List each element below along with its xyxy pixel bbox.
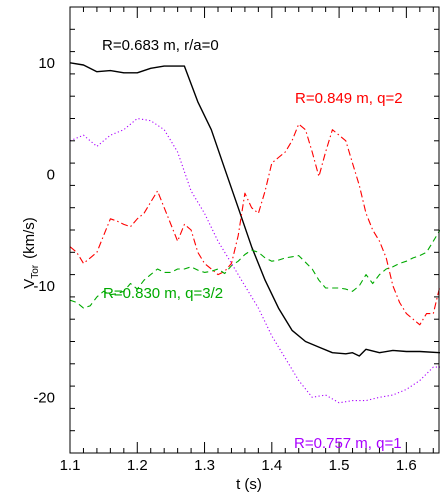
series-line-2: [70, 229, 440, 309]
ticks-layer: [69, 6, 439, 454]
y-axis-title-main: V: [21, 279, 38, 289]
x-tick-label: 1.1: [60, 457, 81, 474]
series-label-r0757: R=0.757 m, q=1: [294, 435, 402, 452]
labels-layer: 1.1 1.2 1.3 1.4 1.5 1.6 10 0 -10 -20: [33, 55, 416, 474]
plot-frame: [69, 6, 440, 454]
series-line-0: [70, 62, 440, 357]
series-layer: [70, 62, 440, 404]
y-axis-title-sub: Tor: [30, 264, 41, 279]
series-label-r0849: R=0.849 m, q=2: [295, 90, 403, 107]
x-tick-label: 1.5: [329, 457, 350, 474]
x-tick-label: 1.6: [396, 457, 417, 474]
y-axis-title: VTor (km/s): [21, 217, 41, 289]
y-tick-label: -20: [33, 389, 55, 406]
y-tick-label: 10: [38, 55, 55, 72]
x-tick-label: 1.2: [127, 457, 148, 474]
x-axis-title: t (s): [236, 476, 262, 493]
series-line-3: [70, 117, 440, 404]
y-tick-label: -10: [33, 278, 55, 295]
y-tick-label: 0: [47, 166, 55, 183]
series-label-r0683: R=0.683 m, r/a=0: [102, 37, 219, 54]
x-tick-label: 1.4: [261, 457, 282, 474]
series-label-r0830: R=0.830 m, q=3/2: [103, 285, 223, 302]
x-tick-label: 1.3: [194, 457, 215, 474]
y-axis-title-unit: (km/s): [21, 217, 38, 259]
